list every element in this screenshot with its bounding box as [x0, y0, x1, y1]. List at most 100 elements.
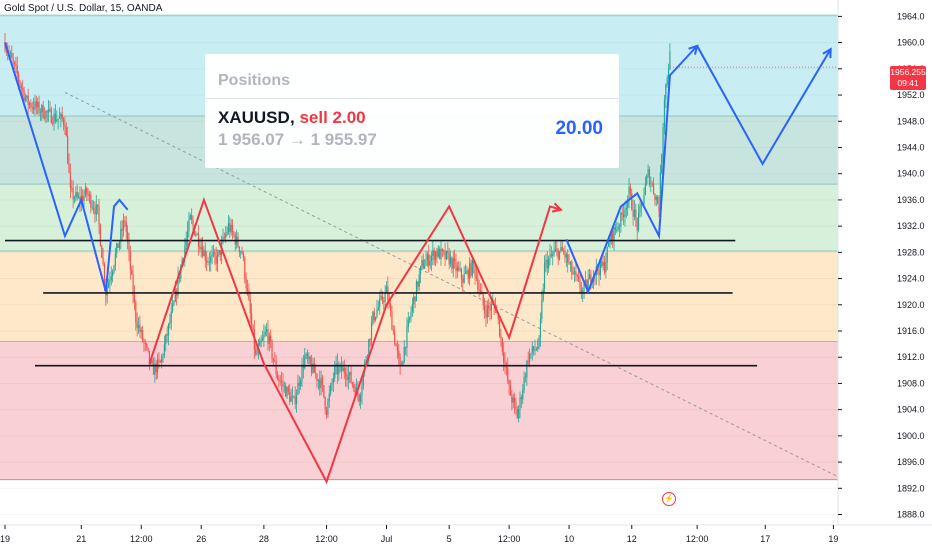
candle-body — [199, 246, 201, 250]
candle-body — [539, 318, 542, 338]
candle-body — [474, 263, 476, 277]
x-tick-label: 5 — [447, 534, 452, 544]
candle-body — [167, 323, 170, 336]
candle-body — [192, 219, 194, 226]
candle-body — [456, 267, 458, 272]
x-tick-label: Jul — [381, 534, 393, 544]
candle-body — [152, 363, 155, 375]
candle-body — [266, 329, 268, 332]
candle-body — [629, 186, 631, 194]
candle-body — [342, 367, 344, 372]
candle-body — [500, 336, 502, 338]
candle-body — [88, 194, 91, 196]
positions-header: Positions — [218, 72, 291, 89]
candle-body — [560, 247, 562, 251]
candle-body — [272, 358, 275, 361]
candle-body — [125, 221, 127, 232]
candle-body — [154, 363, 156, 375]
positions-panel[interactable]: Positions XAUUSD , sell 2.00 1 956.07 → … — [205, 54, 619, 168]
candle-body — [94, 209, 96, 215]
y-tick-label: 1920.0 — [897, 300, 925, 310]
candle-body — [127, 231, 129, 242]
candle-body — [451, 257, 453, 269]
candle-body — [73, 198, 76, 200]
candle-body — [229, 223, 231, 233]
positions-divider — [205, 98, 619, 99]
candle-body — [131, 269, 133, 275]
y-tick-label: 1900.0 — [897, 431, 925, 441]
candle-body — [201, 247, 204, 257]
candle-body — [661, 155, 663, 173]
candle-body — [586, 280, 588, 289]
candle-body — [387, 286, 389, 302]
zigzag-red-arrowhead — [551, 202, 563, 213]
candle-body — [212, 252, 215, 255]
candle-body — [90, 194, 92, 208]
candle-body — [86, 188, 88, 195]
candle-body — [523, 376, 525, 391]
candle-body — [346, 377, 348, 380]
candle-body — [101, 245, 103, 258]
zigzag-blue-projection — [696, 45, 832, 166]
candle-body — [575, 271, 577, 276]
candle-body — [28, 103, 31, 105]
candle-body — [99, 224, 101, 246]
candle-body — [516, 409, 518, 419]
candle-body — [280, 381, 283, 382]
candle-body — [106, 287, 108, 296]
candle-body — [637, 212, 640, 231]
candle-body — [418, 274, 420, 287]
candle-body — [67, 136, 69, 163]
candle-body — [609, 241, 611, 244]
candle-body — [324, 397, 326, 410]
y-tick-label: 1940.0 — [897, 169, 925, 179]
candle-body — [402, 361, 404, 365]
candle-body — [429, 261, 431, 266]
candle-body — [41, 105, 43, 113]
candle-body — [256, 353, 258, 355]
candle-body — [434, 251, 437, 261]
candle-body — [527, 360, 529, 363]
candle-body — [98, 206, 100, 225]
position-side: , sell 2.00 — [290, 108, 366, 127]
last-price-value: 1956.255 — [890, 67, 926, 77]
candle-body — [413, 296, 415, 305]
candle-body — [582, 290, 584, 293]
candle-body — [515, 403, 517, 410]
candle-body — [633, 209, 636, 217]
candle-body — [614, 227, 616, 230]
x-tick-label: 26 — [196, 534, 206, 544]
candle-body — [325, 409, 328, 416]
candle-body — [241, 251, 243, 254]
candle-body — [245, 278, 247, 289]
lightning-icon[interactable]: ⚡ — [662, 492, 676, 506]
candle-body — [102, 257, 104, 264]
candle-body — [155, 363, 157, 373]
candle-body — [441, 248, 443, 251]
candle-body — [33, 107, 35, 110]
candle-body — [657, 196, 659, 204]
candle-body — [282, 381, 284, 387]
candle-body — [136, 322, 138, 328]
candle-body — [548, 258, 550, 269]
candle-body — [289, 391, 291, 402]
candle-body — [83, 195, 85, 201]
candle-body — [170, 311, 172, 323]
candle-body — [225, 233, 227, 238]
candle-body — [512, 397, 514, 403]
candle-body — [428, 254, 430, 266]
y-tick-label: 1964.0 — [897, 11, 925, 21]
candle-body — [124, 220, 126, 222]
candle-body — [214, 252, 216, 256]
candle-body — [58, 117, 61, 119]
candle-body — [50, 109, 52, 123]
candle-body — [354, 387, 356, 396]
candle-body — [607, 243, 610, 247]
y-tick-label: 1904.0 — [897, 405, 925, 415]
candle-body — [417, 281, 419, 287]
candle-body — [542, 288, 544, 300]
candle-body — [613, 227, 615, 242]
candle-body — [295, 394, 298, 405]
candle-body — [249, 299, 251, 314]
